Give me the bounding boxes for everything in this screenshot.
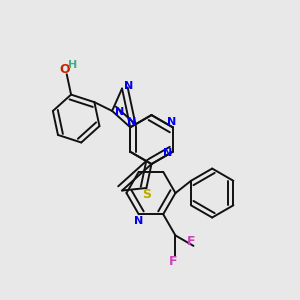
Text: N: N: [163, 148, 172, 158]
Text: N: N: [167, 117, 177, 127]
Text: N: N: [134, 216, 143, 226]
Text: S: S: [142, 188, 151, 201]
Text: N: N: [124, 81, 133, 91]
Text: F: F: [187, 235, 195, 248]
Text: F: F: [169, 255, 177, 268]
Text: N: N: [115, 106, 124, 116]
Text: O: O: [59, 63, 70, 76]
Text: H: H: [68, 60, 77, 70]
Text: N: N: [127, 117, 136, 127]
